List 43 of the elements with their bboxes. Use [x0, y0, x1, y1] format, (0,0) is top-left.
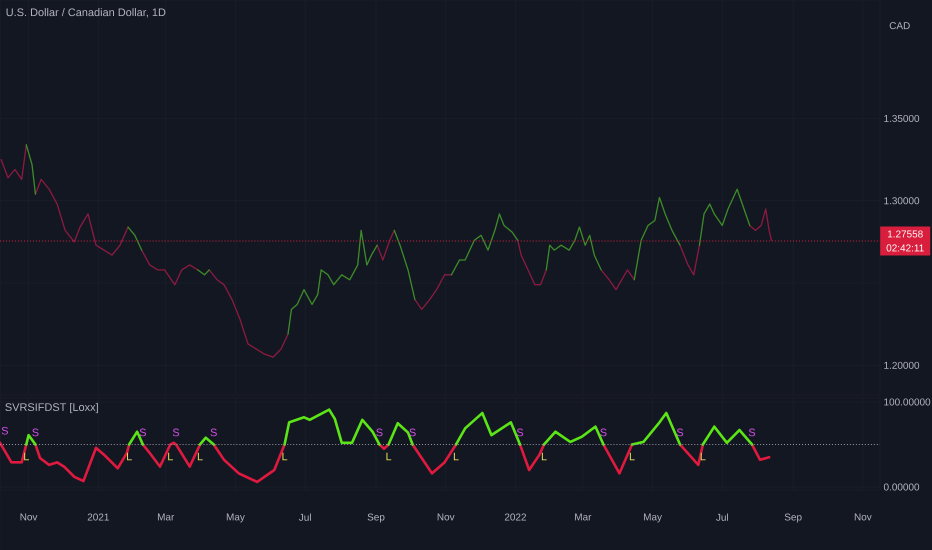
annotation: S	[676, 428, 684, 436]
annotation: S	[210, 428, 217, 436]
annotation: S	[376, 428, 383, 436]
y-tick-label: 1.20000	[884, 362, 920, 369]
x-tick-label: Sep	[784, 514, 802, 523]
x-tick-label: 2022	[504, 514, 526, 521]
y-tick-label: 0.00000	[884, 483, 920, 491]
x-tick-label: Sep	[368, 514, 384, 523]
ref-line-label: 1.27558	[888, 230, 923, 238]
annotation: S	[172, 428, 180, 436]
annotation: S	[140, 428, 146, 436]
annotation: L	[542, 452, 547, 460]
x-tick-label: Jul	[716, 514, 728, 521]
annotation: L	[454, 452, 459, 460]
annotation: L	[630, 452, 635, 460]
y-tick-label: 1.35000	[884, 114, 920, 122]
x-tick-label: Mar	[575, 514, 592, 520]
x-tick-label: May	[226, 514, 245, 522]
chart-title: SVRSIFDST [Loxx]	[5, 402, 98, 414]
x-tick-label: Mar	[158, 514, 174, 520]
annotation: L	[127, 452, 132, 460]
x-tick-label: Nov	[438, 514, 455, 520]
annotation: S	[409, 428, 416, 436]
annotation: L	[168, 452, 173, 460]
x-tick-label: Jul	[298, 514, 311, 521]
text: 02:42:11	[886, 244, 924, 252]
text: U.S. Dollar / Canadian Dollar, 1D	[6, 8, 166, 18]
annotation: S	[2, 426, 8, 435]
x-tick-label: 2021	[88, 514, 109, 521]
annotation: S	[516, 428, 524, 436]
annotation: S	[748, 428, 756, 436]
y-axis-title: CAD	[890, 22, 910, 30]
y-tick-label: 1.30000	[884, 197, 920, 204]
annotation: L	[282, 452, 288, 460]
annotation: S	[32, 428, 39, 436]
annotation: L	[198, 452, 203, 460]
y-tick-label: 100.00000	[884, 398, 930, 406]
x-tick-label: Nov	[20, 514, 38, 520]
annotation: L	[24, 452, 29, 460]
annotation: S	[600, 428, 607, 436]
annotation: L	[386, 452, 392, 460]
x-tick-label: May	[644, 514, 662, 522]
x-tick-label: Nov	[854, 514, 872, 520]
